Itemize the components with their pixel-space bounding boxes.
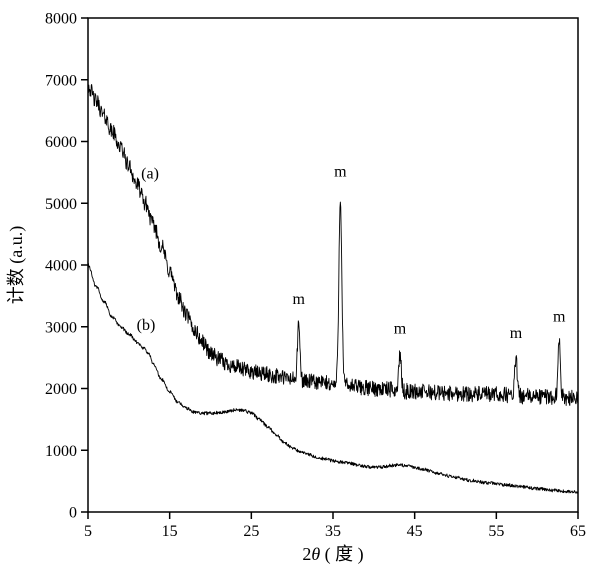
series-curve-b — [87, 263, 579, 494]
peak-label-m: m — [553, 308, 566, 325]
x-tick-label: 45 — [407, 523, 423, 540]
y-tick-label: 5000 — [45, 196, 77, 213]
y-tick-label: 3000 — [45, 319, 77, 336]
peak-label-m: m — [394, 320, 407, 337]
peak-label-m: m — [292, 291, 305, 308]
y-tick-label: 8000 — [45, 11, 77, 28]
y-tick-label: 7000 — [45, 72, 77, 89]
y-tick-label: 2000 — [45, 381, 77, 398]
y-tick-label: 0 — [69, 505, 77, 522]
x-tick-label: 25 — [243, 523, 259, 540]
y-axis-title: 计数 (a.u.) — [6, 226, 27, 304]
y-tick-label: 4000 — [45, 258, 77, 275]
y-tick-label: 1000 — [45, 443, 77, 460]
peak-label-m: m — [510, 325, 523, 342]
x-tick-label: 35 — [325, 523, 341, 540]
x-tick-label: 15 — [162, 523, 178, 540]
peak-label-m: m — [334, 164, 347, 181]
x-tick-label: 65 — [570, 523, 586, 540]
series-label-b: (b) — [137, 317, 156, 334]
x-tick-label: 55 — [488, 523, 504, 540]
x-tick-label: 5 — [84, 523, 92, 540]
x-axis-title: 2θ ( 度 ) — [302, 544, 363, 565]
series-curve-a — [87, 84, 579, 406]
series-label-a: (a) — [141, 166, 159, 183]
y-tick-label: 6000 — [45, 134, 77, 151]
plot-border — [87, 17, 579, 513]
